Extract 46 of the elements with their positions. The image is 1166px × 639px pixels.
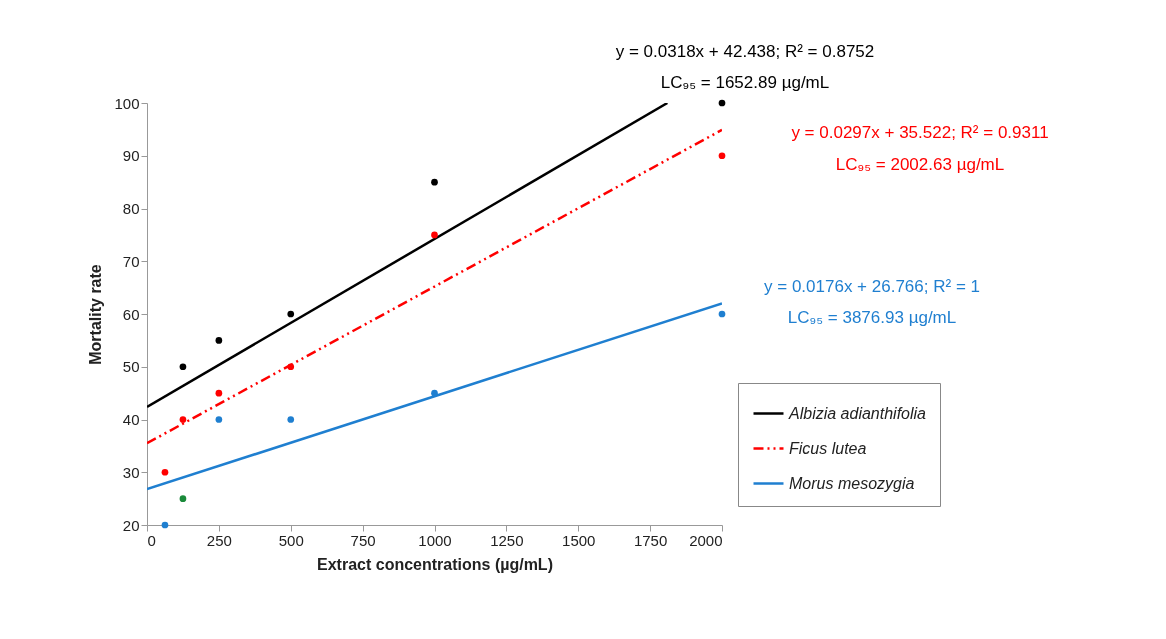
- text: y = 0.0318x + 42.438; R² = 0.8752: [615, 42, 875, 61]
- y-tick-label: 70: [122, 252, 140, 270]
- legend-label: Albizia adianthifolia: [788, 404, 927, 422]
- point: [179, 416, 187, 423]
- x-tick-label: 1750: [633, 531, 668, 549]
- point: [287, 363, 295, 371]
- point: [215, 337, 223, 344]
- point: [718, 310, 726, 318]
- point: [431, 178, 438, 186]
- y-tick-label: 40: [122, 411, 140, 428]
- point: [718, 152, 726, 160]
- point: [179, 363, 187, 371]
- point: [215, 416, 223, 423]
- x-tick-label: 0: [147, 531, 156, 549]
- y-axis-title: Mortality rate: [87, 264, 105, 365]
- x-tick-label: 500: [278, 531, 304, 549]
- text: y = 0.0176x + 26.766; R² = 1: [764, 277, 980, 296]
- y-tick-label: 20: [122, 516, 140, 534]
- y-tick-label: 90: [122, 147, 140, 165]
- x-tick-label: 2000: [689, 531, 723, 549]
- legend-label: Morus mesozygia: [789, 474, 915, 492]
- x-tick-label: 750: [350, 531, 376, 549]
- text: LC₉₅ = 1652.89 µg/mL: [660, 73, 830, 92]
- point: [431, 389, 438, 397]
- text: LC₉₅ = 2002.63 µg/mL: [835, 155, 1005, 174]
- point: [161, 468, 169, 476]
- point: [287, 416, 295, 423]
- x-axis-title: Extract concentrations (µg/mL): [317, 555, 553, 573]
- x-tick-label: 250: [206, 531, 232, 549]
- y-tick-label: 30: [122, 463, 140, 481]
- y-tick-label: 50: [122, 358, 140, 376]
- point: [179, 495, 187, 502]
- point: [215, 389, 223, 397]
- y-tick-label: 60: [122, 305, 140, 323]
- y-tick-label: 100: [114, 94, 140, 112]
- x-tick-label: 1500: [562, 531, 596, 549]
- x-tick-label: 1000: [418, 531, 452, 549]
- text: y = 0.0297x + 35.522; R² = 0.9311: [791, 123, 1049, 142]
- point: [718, 99, 726, 107]
- text: LC₉₅ = 3876.93 µg/mL: [787, 308, 957, 327]
- point: [431, 231, 438, 239]
- x-tick-label: 1250: [490, 531, 524, 549]
- legend-label: Ficus lutea: [789, 439, 867, 457]
- point: [161, 521, 169, 529]
- point: [287, 310, 295, 318]
- y-tick-label: 80: [122, 200, 140, 217]
